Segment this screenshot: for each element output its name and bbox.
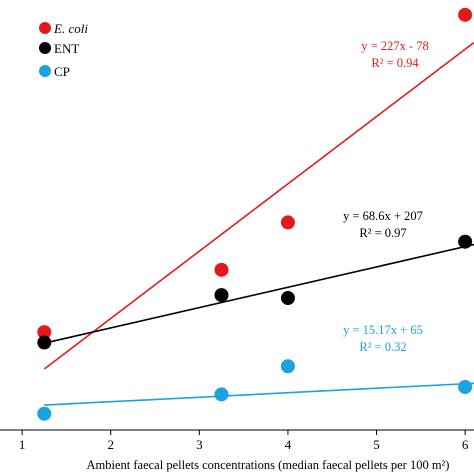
fit-equation-ent: y = 68.6x + 207	[343, 209, 423, 223]
point-ecoli-3	[280, 215, 295, 230]
legend-label-cp: CP	[54, 64, 70, 79]
data-points	[37, 7, 473, 421]
point-ent-4	[458, 234, 473, 249]
point-ecoli-4	[458, 7, 473, 22]
fit-line-ecoli	[43, 41, 474, 370]
x-tick-label-2: 2	[107, 437, 114, 452]
fit-r2-cp: R² = 0.32	[359, 340, 406, 354]
legend-label-ecoli: E. coli	[53, 21, 88, 36]
x-tick-label-1: 1	[19, 437, 26, 452]
x-axis-ticks: 1 2 3 4 5 6	[19, 430, 469, 452]
point-cp-2	[214, 387, 229, 402]
fit-line-cp	[44, 382, 474, 406]
point-cp-4	[458, 380, 473, 394]
fit-equations: y = 227x - 78 R² = 0.94 y = 68.6x + 207 R² …	[343, 39, 429, 354]
x-axis-label: Ambient faecal pellets concentrations (m…	[87, 458, 450, 472]
legend-marker-ent	[39, 42, 51, 54]
fit-line-ent	[44, 243, 474, 344]
fit-r2-ent: R² = 0.97	[359, 226, 406, 240]
point-ent-3	[280, 291, 295, 306]
legend-marker-ecoli	[39, 22, 51, 34]
fit-r2-ecoli: R² = 0.94	[371, 56, 419, 70]
point-ecoli-1	[37, 325, 52, 340]
x-tick-label-3: 3	[196, 437, 203, 452]
point-cp-1	[37, 406, 52, 421]
x-tick-label-6: 6	[462, 437, 469, 452]
legend: E. coli ENT CP	[39, 21, 88, 79]
point-ent-2	[214, 288, 229, 303]
fit-lines	[43, 41, 474, 406]
point-cp-3	[280, 359, 295, 374]
legend-label-ent: ENT	[54, 41, 79, 56]
legend-marker-cp	[39, 65, 51, 77]
fit-equation-cp: y = 15.17x + 65	[343, 323, 423, 337]
fit-equation-ecoli: y = 227x - 78	[361, 39, 428, 53]
point-ecoli-2	[214, 262, 229, 277]
point-ent-1	[37, 335, 52, 350]
x-tick-label-4: 4	[285, 437, 292, 452]
x-tick-label-5: 5	[373, 437, 380, 452]
